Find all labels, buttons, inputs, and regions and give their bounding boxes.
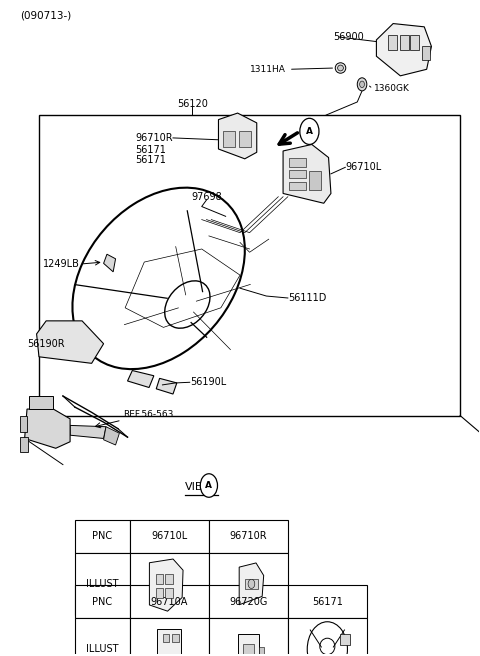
Bar	[410, 35, 419, 50]
Bar	[388, 35, 397, 50]
Bar	[20, 416, 27, 432]
Circle shape	[300, 118, 319, 144]
Bar	[209, 586, 288, 618]
Bar	[209, 618, 288, 656]
Bar	[310, 171, 322, 190]
Bar	[156, 575, 163, 584]
Text: PNC: PNC	[92, 531, 112, 541]
Text: 96720G: 96720G	[229, 597, 267, 607]
Text: (090713-): (090713-)	[20, 10, 71, 20]
Bar	[130, 553, 209, 615]
Text: 96710R: 96710R	[135, 133, 173, 143]
Ellipse shape	[337, 65, 343, 71]
Bar	[245, 579, 258, 589]
Polygon shape	[149, 559, 183, 611]
Polygon shape	[29, 396, 53, 409]
Bar	[239, 131, 251, 147]
Bar	[288, 586, 367, 618]
Text: 1360GK: 1360GK	[374, 85, 410, 93]
Text: 1311HA: 1311HA	[250, 65, 286, 74]
Circle shape	[357, 78, 367, 91]
Bar	[75, 586, 130, 618]
Polygon shape	[283, 144, 331, 203]
Text: 56190R: 56190R	[27, 338, 65, 349]
Bar	[243, 644, 254, 654]
Bar	[20, 437, 28, 451]
Polygon shape	[36, 321, 104, 363]
Text: 56171: 56171	[135, 145, 166, 155]
Polygon shape	[104, 255, 116, 272]
Polygon shape	[156, 379, 177, 394]
Bar	[75, 618, 130, 656]
Bar	[209, 553, 288, 615]
Text: REF.56-563: REF.56-563	[123, 410, 173, 419]
Text: 56171: 56171	[312, 597, 343, 607]
Bar	[172, 634, 179, 642]
Text: 97698: 97698	[191, 192, 222, 201]
Text: 96710R: 96710R	[229, 531, 267, 541]
Text: 96710A: 96710A	[151, 597, 188, 607]
Text: 56900: 56900	[333, 31, 364, 41]
Bar	[39, 115, 460, 416]
Bar	[130, 618, 209, 656]
Bar	[340, 634, 350, 645]
Text: 56171: 56171	[135, 155, 166, 165]
Bar	[165, 575, 173, 584]
Circle shape	[200, 474, 217, 497]
Bar	[259, 647, 264, 656]
Text: VIEW: VIEW	[185, 482, 214, 493]
Ellipse shape	[335, 63, 346, 73]
Text: 96710L: 96710L	[151, 531, 188, 541]
Bar	[238, 634, 259, 656]
Circle shape	[360, 81, 364, 88]
Bar	[400, 35, 409, 50]
Bar	[422, 47, 431, 60]
Bar	[75, 520, 130, 553]
Bar	[157, 629, 181, 656]
Polygon shape	[104, 426, 120, 445]
Polygon shape	[24, 409, 70, 448]
Bar	[288, 618, 367, 656]
Text: 1249LB: 1249LB	[43, 259, 80, 269]
Polygon shape	[70, 425, 106, 438]
Bar	[289, 158, 306, 167]
Text: PNC: PNC	[92, 597, 112, 607]
Text: 56120: 56120	[177, 99, 207, 109]
Polygon shape	[376, 24, 432, 76]
Bar	[156, 588, 163, 598]
Bar	[163, 634, 169, 642]
Bar	[289, 182, 306, 190]
Bar	[209, 520, 288, 553]
Text: 96710L: 96710L	[345, 162, 382, 173]
Bar	[75, 553, 130, 615]
Bar	[130, 520, 209, 553]
Text: A: A	[306, 127, 313, 136]
Polygon shape	[128, 371, 154, 388]
Bar	[165, 588, 173, 598]
Text: ILLUST: ILLUST	[86, 644, 119, 654]
Bar	[130, 586, 209, 618]
Polygon shape	[239, 563, 264, 605]
Bar	[223, 131, 235, 147]
Bar	[289, 170, 306, 178]
Circle shape	[248, 579, 255, 588]
Text: 56111D: 56111D	[288, 293, 326, 303]
Text: A: A	[205, 481, 212, 490]
Text: 56190L: 56190L	[190, 377, 226, 387]
Polygon shape	[218, 113, 257, 159]
Text: ILLUST: ILLUST	[86, 579, 119, 589]
